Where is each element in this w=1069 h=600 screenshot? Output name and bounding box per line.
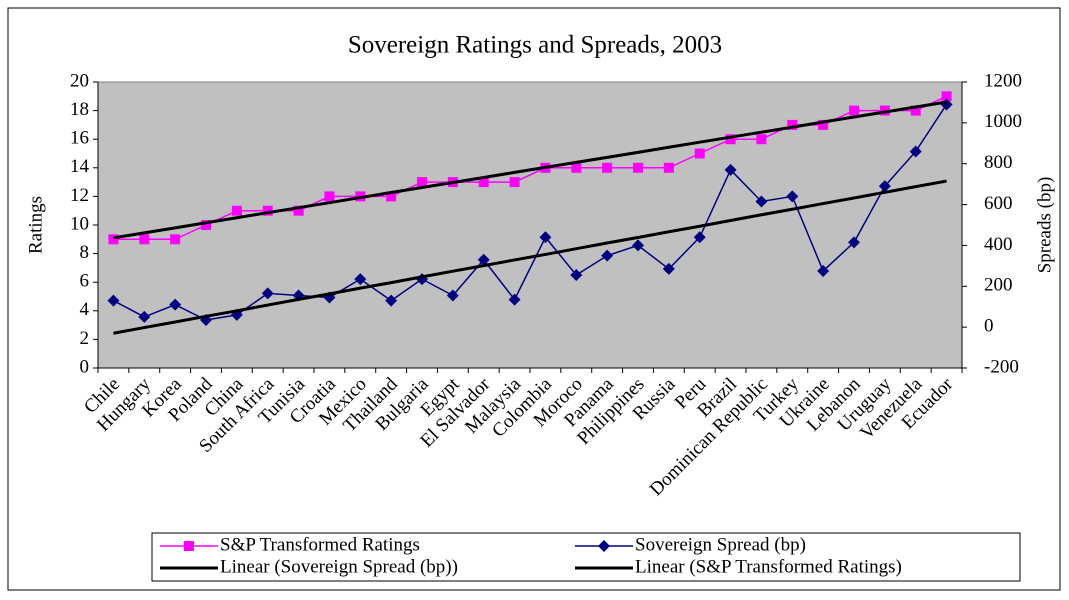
y-tick-label: 10	[70, 213, 89, 234]
data-point	[262, 205, 273, 216]
y-tick-label: 6	[80, 271, 90, 292]
plot-area	[97, 81, 963, 369]
data-point	[909, 145, 922, 158]
y2-tick-label: 800	[984, 152, 1013, 173]
data-point	[693, 231, 706, 244]
data-point	[633, 162, 643, 173]
legend-box	[151, 532, 1021, 582]
y-axis-label: Ratings	[25, 196, 46, 254]
series-line	[113, 104, 948, 321]
y-tick-label: 20	[70, 70, 89, 91]
y-tick-label: 2	[80, 328, 90, 349]
data-point	[663, 162, 674, 173]
y2-tick-label: 1000	[984, 111, 1022, 132]
data-point	[107, 294, 120, 307]
y-tick-label: 0	[80, 356, 90, 377]
data-point	[354, 273, 367, 286]
data-point	[477, 253, 490, 266]
y-tick-label: 4	[80, 299, 90, 320]
data-point	[201, 220, 211, 230]
data-point	[261, 287, 274, 300]
trend-line	[113, 179, 947, 335]
data-point	[446, 289, 459, 302]
legend-label: Linear (Sovereign Spread (bp))	[220, 556, 458, 577]
y-tick-label: 8	[80, 242, 90, 263]
data-point	[139, 234, 150, 245]
data-point	[602, 162, 613, 173]
data-point	[169, 298, 182, 311]
data-point	[478, 177, 489, 188]
data-point	[848, 236, 860, 249]
data-point	[170, 234, 181, 245]
y2-tick-label: -200	[984, 356, 1019, 377]
legend-label: S&P Transformed Ratings	[220, 534, 420, 555]
data-point	[941, 91, 952, 102]
data-point	[817, 264, 830, 277]
y2-tick-label: 1200	[984, 70, 1022, 91]
data-point	[138, 310, 151, 323]
y2-tick-label: 600	[984, 193, 1013, 214]
data-point	[756, 134, 767, 145]
data-point	[755, 195, 768, 208]
data-point	[417, 177, 427, 188]
legend-marker	[598, 540, 610, 552]
data-point	[849, 105, 859, 116]
y-tick-label: 14	[70, 156, 90, 177]
data-point	[509, 177, 520, 188]
data-point	[910, 105, 921, 116]
data-point	[601, 249, 614, 262]
y2-tick-label: 0	[984, 316, 994, 337]
legend-label: Linear (S&P Transformed Ratings)	[635, 556, 902, 577]
y-tick-label: 12	[70, 185, 89, 206]
data-point	[108, 234, 119, 245]
trend-line	[113, 100, 947, 240]
y2-axis-label: Spreads (bp)	[1034, 177, 1055, 274]
legend-label: Sovereign Spread (bp)	[635, 534, 806, 555]
y-tick-label: 16	[70, 128, 89, 149]
data-point	[818, 119, 829, 130]
chart-title: Sovereign Ratings and Spreads, 2003	[348, 32, 722, 59]
y-tick-label: 18	[70, 99, 89, 120]
data-point	[787, 119, 798, 130]
data-point	[571, 162, 582, 173]
data-point	[878, 180, 891, 193]
data-point	[570, 269, 583, 282]
data-point	[231, 205, 242, 216]
data-point	[632, 239, 644, 252]
data-point	[694, 148, 705, 159]
y2-tick-label: 200	[984, 275, 1013, 296]
data-point	[725, 134, 736, 145]
legend-marker	[184, 541, 194, 551]
data-point	[508, 293, 521, 306]
data-point	[786, 190, 799, 203]
data-point	[386, 191, 397, 202]
data-point	[724, 163, 737, 176]
data-point	[293, 205, 304, 216]
data-point	[385, 294, 398, 307]
y2-tick-label: 400	[984, 234, 1013, 255]
data-point	[324, 191, 335, 202]
data-point	[539, 231, 552, 244]
data-point	[662, 262, 675, 275]
